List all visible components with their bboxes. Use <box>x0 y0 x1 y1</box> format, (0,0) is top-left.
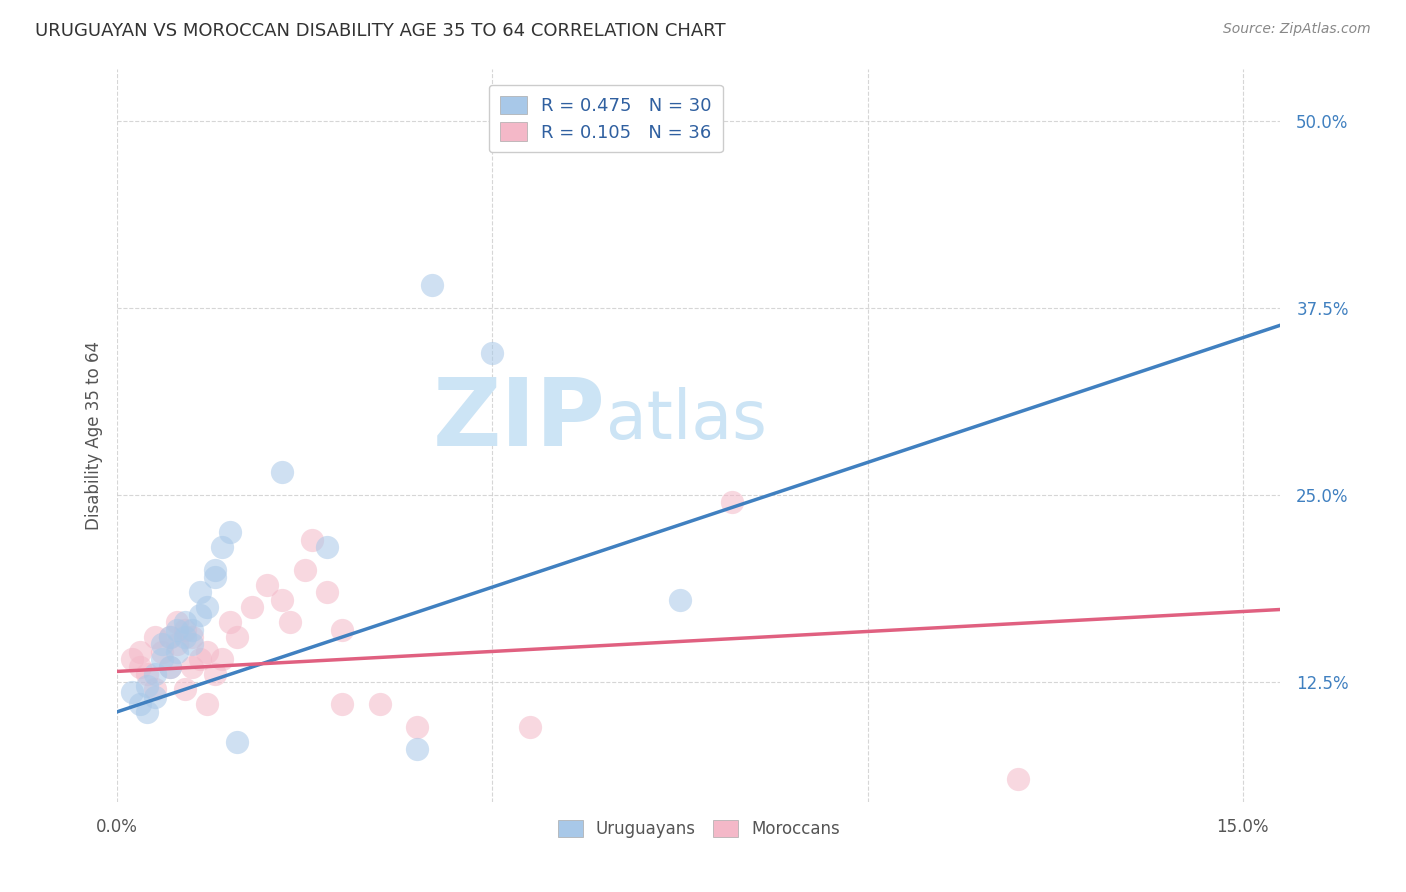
Point <box>519 720 541 734</box>
Point <box>159 660 181 674</box>
Point <box>128 660 150 674</box>
Point <box>481 345 503 359</box>
Legend: Uruguayans, Moroccans: Uruguayans, Moroccans <box>551 813 846 845</box>
Point <box>143 630 166 644</box>
Text: Source: ZipAtlas.com: Source: ZipAtlas.com <box>1223 22 1371 37</box>
Point <box>204 667 226 681</box>
Point <box>121 685 143 699</box>
Point <box>420 278 443 293</box>
Point <box>278 615 301 629</box>
Point <box>181 638 204 652</box>
Point <box>256 577 278 591</box>
Point <box>121 652 143 666</box>
Point <box>211 652 233 666</box>
Point <box>204 570 226 584</box>
Point <box>136 679 159 693</box>
Point <box>173 623 195 637</box>
Point <box>173 682 195 697</box>
Point <box>226 630 249 644</box>
Point <box>173 615 195 629</box>
Point <box>166 638 188 652</box>
Point <box>368 698 391 712</box>
Point <box>188 607 211 622</box>
Point <box>188 652 211 666</box>
Point <box>128 645 150 659</box>
Point <box>150 645 173 659</box>
Point <box>128 698 150 712</box>
Point <box>294 563 316 577</box>
Point <box>136 667 159 681</box>
Point <box>173 630 195 644</box>
Point <box>188 585 211 599</box>
Point <box>669 592 692 607</box>
Point <box>316 585 339 599</box>
Text: atlas: atlas <box>606 387 766 453</box>
Point <box>330 698 353 712</box>
Point <box>143 682 166 697</box>
Point <box>226 735 249 749</box>
Point <box>1007 772 1029 786</box>
Point <box>271 466 294 480</box>
Point <box>159 630 181 644</box>
Y-axis label: Disability Age 35 to 64: Disability Age 35 to 64 <box>86 341 103 530</box>
Point <box>166 615 188 629</box>
Point <box>150 638 173 652</box>
Point <box>181 630 204 644</box>
Point <box>166 623 188 637</box>
Point <box>721 495 744 509</box>
Point <box>143 667 166 681</box>
Point <box>204 563 226 577</box>
Point <box>218 615 240 629</box>
Point <box>406 720 429 734</box>
Point <box>181 623 204 637</box>
Point <box>195 698 218 712</box>
Point <box>143 690 166 704</box>
Point <box>301 533 323 547</box>
Point <box>330 623 353 637</box>
Text: ZIP: ZIP <box>433 375 606 467</box>
Point <box>181 660 204 674</box>
Point <box>271 592 294 607</box>
Point <box>195 600 218 615</box>
Point <box>218 525 240 540</box>
Point <box>166 645 188 659</box>
Point <box>211 541 233 555</box>
Point <box>195 645 218 659</box>
Point <box>136 705 159 719</box>
Point <box>159 660 181 674</box>
Point <box>150 652 173 666</box>
Point <box>159 630 181 644</box>
Point <box>406 742 429 756</box>
Text: URUGUAYAN VS MOROCCAN DISABILITY AGE 35 TO 64 CORRELATION CHART: URUGUAYAN VS MOROCCAN DISABILITY AGE 35 … <box>35 22 725 40</box>
Point <box>240 600 263 615</box>
Point <box>316 541 339 555</box>
